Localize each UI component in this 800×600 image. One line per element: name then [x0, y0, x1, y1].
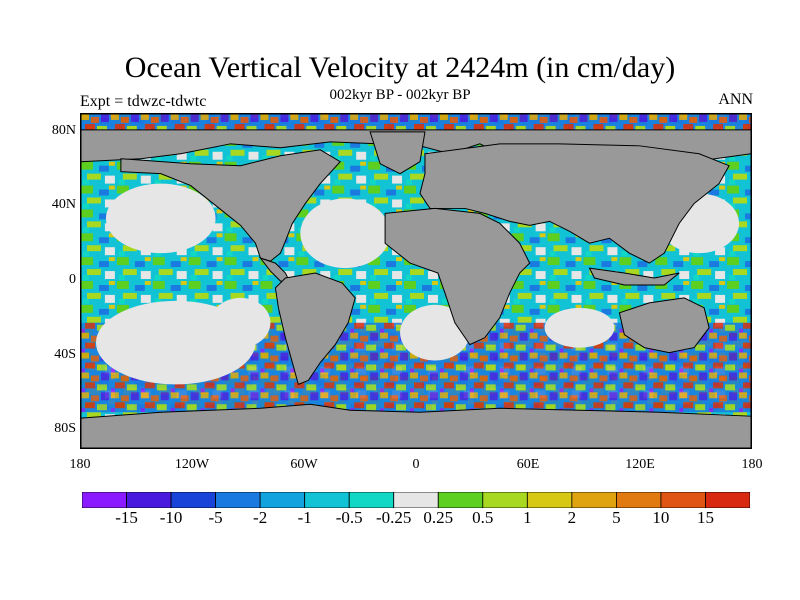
- south-pacific-calm-east: [210, 297, 271, 348]
- colorbar-box: [660, 492, 706, 508]
- colorbar-box: [705, 492, 750, 508]
- colorbar-label: -10: [159, 508, 183, 527]
- lat-label-equator: 0: [69, 272, 76, 287]
- colorbar-label: -15: [115, 508, 138, 527]
- lon-label-120e: 120E: [625, 457, 655, 472]
- colorbar-box: [616, 492, 662, 508]
- lon-label-180-east: 180: [741, 457, 763, 472]
- lon-label-60e: 60E: [516, 457, 540, 472]
- lat-label-40s: 40S: [54, 346, 76, 362]
- colorbar-label: -1: [297, 508, 312, 527]
- colorbar-box: [126, 492, 172, 508]
- colorbar-label: 1: [523, 508, 532, 527]
- land-australia: [618, 297, 710, 354]
- north-polar-band: [81, 114, 751, 130]
- land: [81, 129, 751, 448]
- plot-subtitle: 002kyr BP - 002kyr BP: [329, 87, 471, 103]
- lat-label-80s: 80S: [54, 421, 76, 437]
- map-panel: [80, 113, 752, 449]
- colorbar-box: [348, 492, 395, 508]
- lat-label-80n: 80N: [51, 122, 76, 138]
- colorbar-box: [170, 492, 216, 508]
- lat-label-40n: 40N: [51, 197, 76, 213]
- north-atlantic-calm: [300, 198, 391, 269]
- land-africa: [384, 207, 531, 346]
- colorbar-label: 0.25: [423, 508, 454, 527]
- colorbar-label: -0.5: [335, 508, 363, 527]
- land-greenland: [369, 131, 426, 175]
- land-south-america: [274, 272, 356, 386]
- land-antarctica: [81, 403, 751, 448]
- colorbar: [82, 492, 750, 508]
- experiment-label: Expt = tdwzc-tdwtc: [80, 93, 207, 110]
- land-indonesia: [588, 267, 680, 286]
- colorbar-box: [571, 492, 617, 508]
- colorbar-label: 5: [612, 508, 621, 527]
- colorbar-box: [215, 492, 261, 508]
- colorbar-label: -5: [208, 508, 223, 527]
- colorbar-box: [304, 492, 350, 508]
- land-eurasia: [419, 143, 730, 264]
- colorbar-box: [482, 492, 528, 508]
- colorbar-label: 10: [652, 508, 670, 527]
- colorbar-box: [526, 492, 573, 508]
- lon-label-120w: 120W: [174, 457, 210, 472]
- colorbar-box: [437, 492, 484, 508]
- colorbar-label: 15: [696, 508, 714, 527]
- lon-label-180-west: 180: [69, 457, 91, 472]
- lon-label-0: 0: [412, 457, 420, 472]
- colorbar-label: -2: [253, 508, 268, 527]
- north-pacific-calm: [105, 183, 216, 254]
- colorbar-box: [393, 492, 439, 508]
- plot-title: Ocean Vertical Velocity at 2424m (in cm/…: [124, 51, 676, 84]
- land-north-america: [120, 149, 342, 262]
- indian-ocean-calm: [544, 307, 615, 348]
- colorbar-box: [259, 492, 306, 508]
- colorbar-label: 2: [567, 508, 577, 527]
- season-label: ANN: [718, 91, 753, 108]
- colorbar-label: -0.25: [376, 508, 412, 527]
- colorbar-label: 0.5: [472, 508, 494, 527]
- south-atlantic-calm: [400, 304, 470, 361]
- colorbar-box: [82, 492, 127, 508]
- lon-label-60w: 60W: [290, 457, 318, 472]
